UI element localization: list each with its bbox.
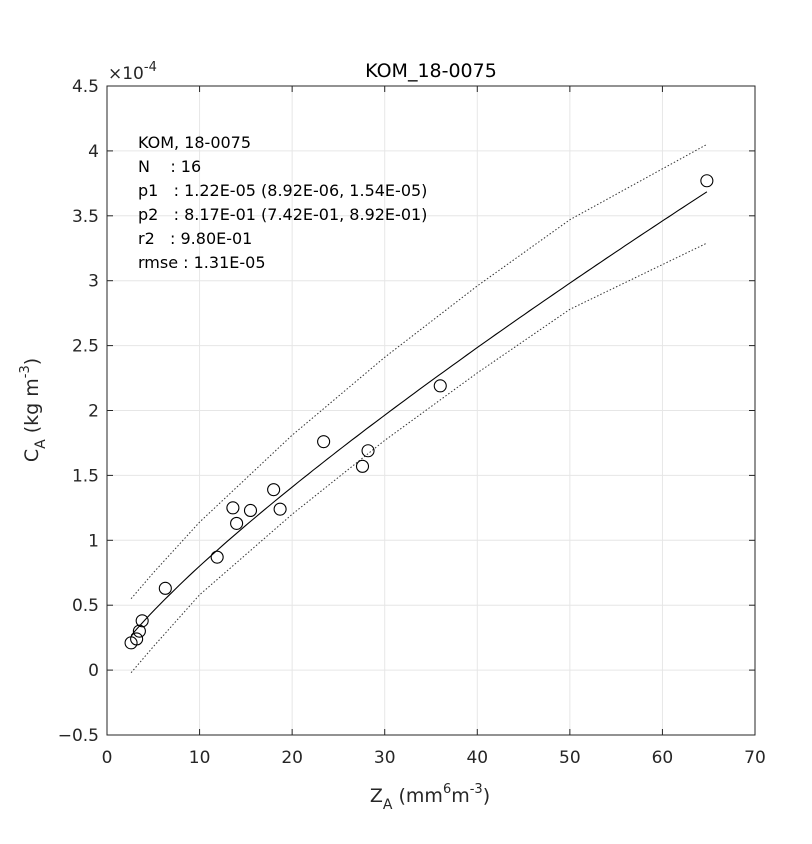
annot-line-station: KOM, 18-0075 — [138, 133, 251, 152]
y-tick-label: 2.5 — [72, 337, 99, 357]
data-point — [317, 435, 331, 449]
y-tick-label: 1.5 — [72, 466, 99, 486]
data-point — [130, 632, 144, 646]
data-point — [230, 516, 244, 530]
y-tick-label: −0.5 — [58, 726, 99, 746]
y-tick-label: 4.5 — [72, 77, 99, 97]
annot-line-p1: p1 : 1.22E-05 (8.92E-06, 1.54E-05) — [138, 181, 427, 200]
confidence-bounds — [130, 143, 708, 674]
data-point — [433, 379, 447, 393]
fit-annotation: KOM, 18-0075 N : 16 p1 : 1.22E-05 (8.92E… — [138, 133, 427, 272]
data-point — [226, 501, 240, 515]
x-tick-label: 0 — [102, 748, 113, 768]
data-point — [135, 614, 149, 628]
annot-line-r2: r2 : 9.80E-01 — [138, 229, 252, 248]
x-tick-label: 30 — [374, 748, 396, 768]
annot-line-p2: p2 : 8.17E-01 (7.42E-01, 8.92E-01) — [138, 205, 427, 224]
data-point — [132, 624, 146, 638]
y-tick-label: 0.5 — [72, 596, 99, 616]
data-point — [158, 581, 172, 595]
data-points — [124, 174, 714, 650]
chart-title: KOM_18-0075 — [365, 60, 497, 82]
x-tick-label: 50 — [559, 748, 581, 768]
y-tick-label: 2 — [88, 402, 99, 422]
x-tick-label: 60 — [652, 748, 674, 768]
y-tick-label: 3.5 — [72, 207, 99, 227]
x-tick-label: 20 — [281, 748, 303, 768]
data-point — [243, 503, 258, 517]
data-point — [361, 444, 375, 458]
data-point — [355, 459, 370, 473]
upper-bound-curve — [130, 143, 708, 600]
y-axis-label: CA (kg m-3) — [18, 358, 49, 462]
x-axis-label: ZA (mm6m-3) — [370, 782, 490, 813]
data-point — [210, 550, 224, 564]
annot-line-rmse: rmse : 1.31E-05 — [138, 253, 266, 272]
fit-curve-group — [130, 191, 708, 636]
data-point — [267, 483, 281, 497]
fit-curve — [130, 191, 708, 636]
grid — [106, 85, 756, 736]
data-point — [273, 502, 287, 516]
x-tick-label: 10 — [189, 748, 211, 768]
data-point — [700, 174, 714, 188]
lower-bound-curve — [130, 242, 708, 674]
ticks: 0 10 20 30 40 50 60 70−0.500.511.522.533.544.5 — [58, 77, 766, 768]
y-tick-label: 0 — [88, 661, 99, 681]
x-tick-label: 70 — [744, 748, 766, 768]
y-tick-label: 1 — [88, 531, 99, 551]
x-tick-label: 40 — [466, 748, 488, 768]
y-tick-label: 4 — [88, 142, 99, 162]
annot-line-n: N : 16 — [138, 157, 201, 176]
y-tick-label: 3 — [88, 272, 99, 292]
y-multiplier: ×10-4 — [108, 60, 157, 84]
